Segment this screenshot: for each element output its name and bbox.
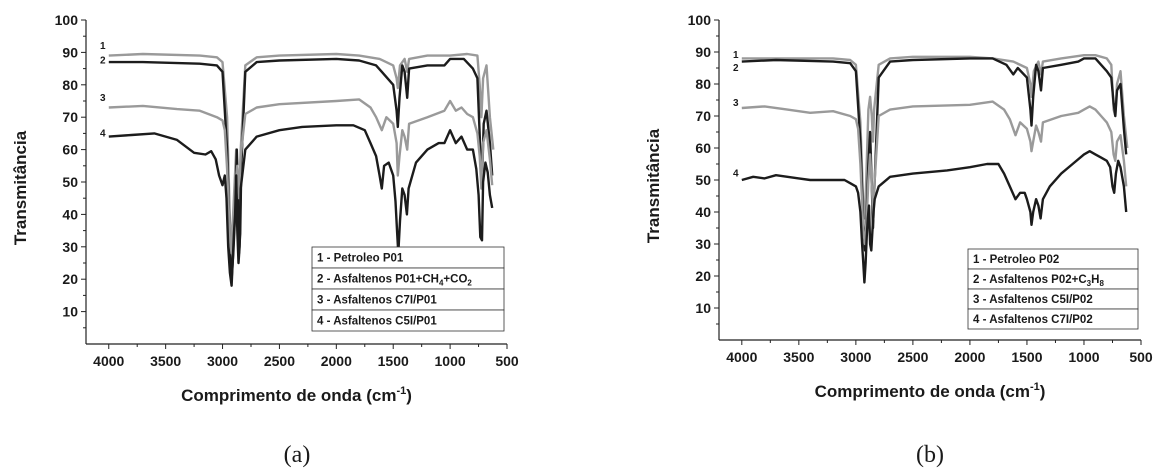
x-tick-label: 2000 — [954, 349, 985, 365]
y-axis-label: Transmitância — [644, 128, 663, 243]
x-tick-label: 1500 — [1011, 349, 1042, 365]
legend-entry-2: 2 - Asfaltenos P01+CH4+CO2 — [317, 274, 472, 288]
legend-entry-4: 4 - Asfaltenos C5I/P01 — [317, 316, 437, 328]
x-tick-label: 3500 — [783, 349, 814, 365]
y-tick-label: 100 — [688, 12, 712, 28]
legend-entry-1: 1 - Petroleo P02 — [973, 254, 1059, 266]
x-tick-label: 3000 — [840, 349, 871, 365]
y-tick-label: 70 — [695, 108, 711, 124]
legend-row-box — [967, 308, 1139, 330]
legend-entry-1: 1 - Petroleo P01 — [317, 253, 404, 265]
series-3-line — [108, 98, 494, 255]
x-tick-label: 3000 — [207, 353, 238, 369]
y-tick-label: 20 — [62, 271, 78, 287]
x-axis-label: Comprimento de onda (cm-1) — [181, 385, 412, 405]
y-tick-label: 40 — [62, 206, 78, 222]
y-tick-label: 50 — [695, 172, 711, 188]
y-tick-label: 80 — [695, 76, 711, 92]
series-4-line — [108, 124, 494, 287]
series-2-line — [741, 57, 1128, 252]
legend-row-box — [311, 309, 505, 332]
series-1-line — [108, 52, 495, 248]
x-tick-label: 4000 — [726, 349, 757, 365]
x-tick-label: 2500 — [264, 353, 295, 369]
y-tick-label: 30 — [62, 239, 78, 255]
x-tick-label: 1000 — [435, 353, 466, 369]
legend: 1 - Petroleo P01 2 - Asfaltenos P01+CH4+C… — [311, 246, 505, 332]
y-tick-label: 40 — [695, 204, 711, 220]
series-1-line — [741, 54, 1129, 220]
y-tick-label: 60 — [695, 140, 711, 156]
y-axis-label: Transmitância — [11, 130, 30, 245]
y-tick-label: 50 — [62, 174, 78, 190]
x-axis-label: Comprimento de onda (cm-1) — [815, 381, 1046, 401]
x-tick-label: 500 — [1129, 349, 1153, 365]
legend-entry-4: 4 - Asfaltenos C7I/P02 — [973, 314, 1093, 326]
x-tick-label: 3500 — [150, 353, 181, 369]
y-tick-label: 10 — [695, 300, 711, 316]
series-4-line — [741, 150, 1128, 284]
series-4-label: 4 — [733, 169, 739, 180]
y-tick-label: 70 — [62, 109, 78, 125]
y-tick-label: 90 — [695, 44, 711, 60]
x-tick-label: 2500 — [897, 349, 928, 365]
y-tick-label: 20 — [695, 268, 711, 284]
y-tick-label: 30 — [695, 236, 711, 252]
series-2-line — [108, 57, 494, 281]
y-tick-label: 10 — [62, 304, 78, 320]
y-tick-label: 100 — [55, 12, 79, 28]
y-tick-label: 60 — [62, 142, 78, 158]
y-tick-label: 90 — [62, 44, 78, 60]
series-4-label: 4 — [100, 128, 106, 139]
x-tick-label: 500 — [495, 353, 519, 369]
series-3-label: 3 — [100, 93, 106, 104]
series-1-label: 1 — [100, 41, 106, 52]
series-3-label: 3 — [733, 98, 739, 109]
y-tick-label: 80 — [62, 77, 78, 93]
x-tick-label: 4000 — [93, 353, 124, 369]
legend-entry-2: 2 - Asfaltenos P02+C3H8 — [973, 274, 1104, 288]
x-tick-label: 1500 — [378, 353, 409, 369]
panel-caption: (b) — [916, 442, 944, 468]
legend-entry-3: 3 - Asfaltenos C7I/P01 — [317, 295, 437, 307]
x-tick-label: 2000 — [321, 353, 352, 369]
legend: 1 - Petroleo P02 2 - Asfaltenos P02+C3H8 3… — [967, 248, 1139, 330]
series-1-label: 1 — [733, 50, 739, 61]
panel-caption: (a) — [284, 442, 311, 468]
x-tick-label: 1000 — [1068, 349, 1099, 365]
legend-entry-3: 3 - Asfaltenos C5I/P02 — [973, 294, 1093, 306]
series-2-label: 2 — [733, 63, 739, 74]
series-2-label: 2 — [100, 56, 106, 67]
series-3-line — [741, 100, 1128, 246]
